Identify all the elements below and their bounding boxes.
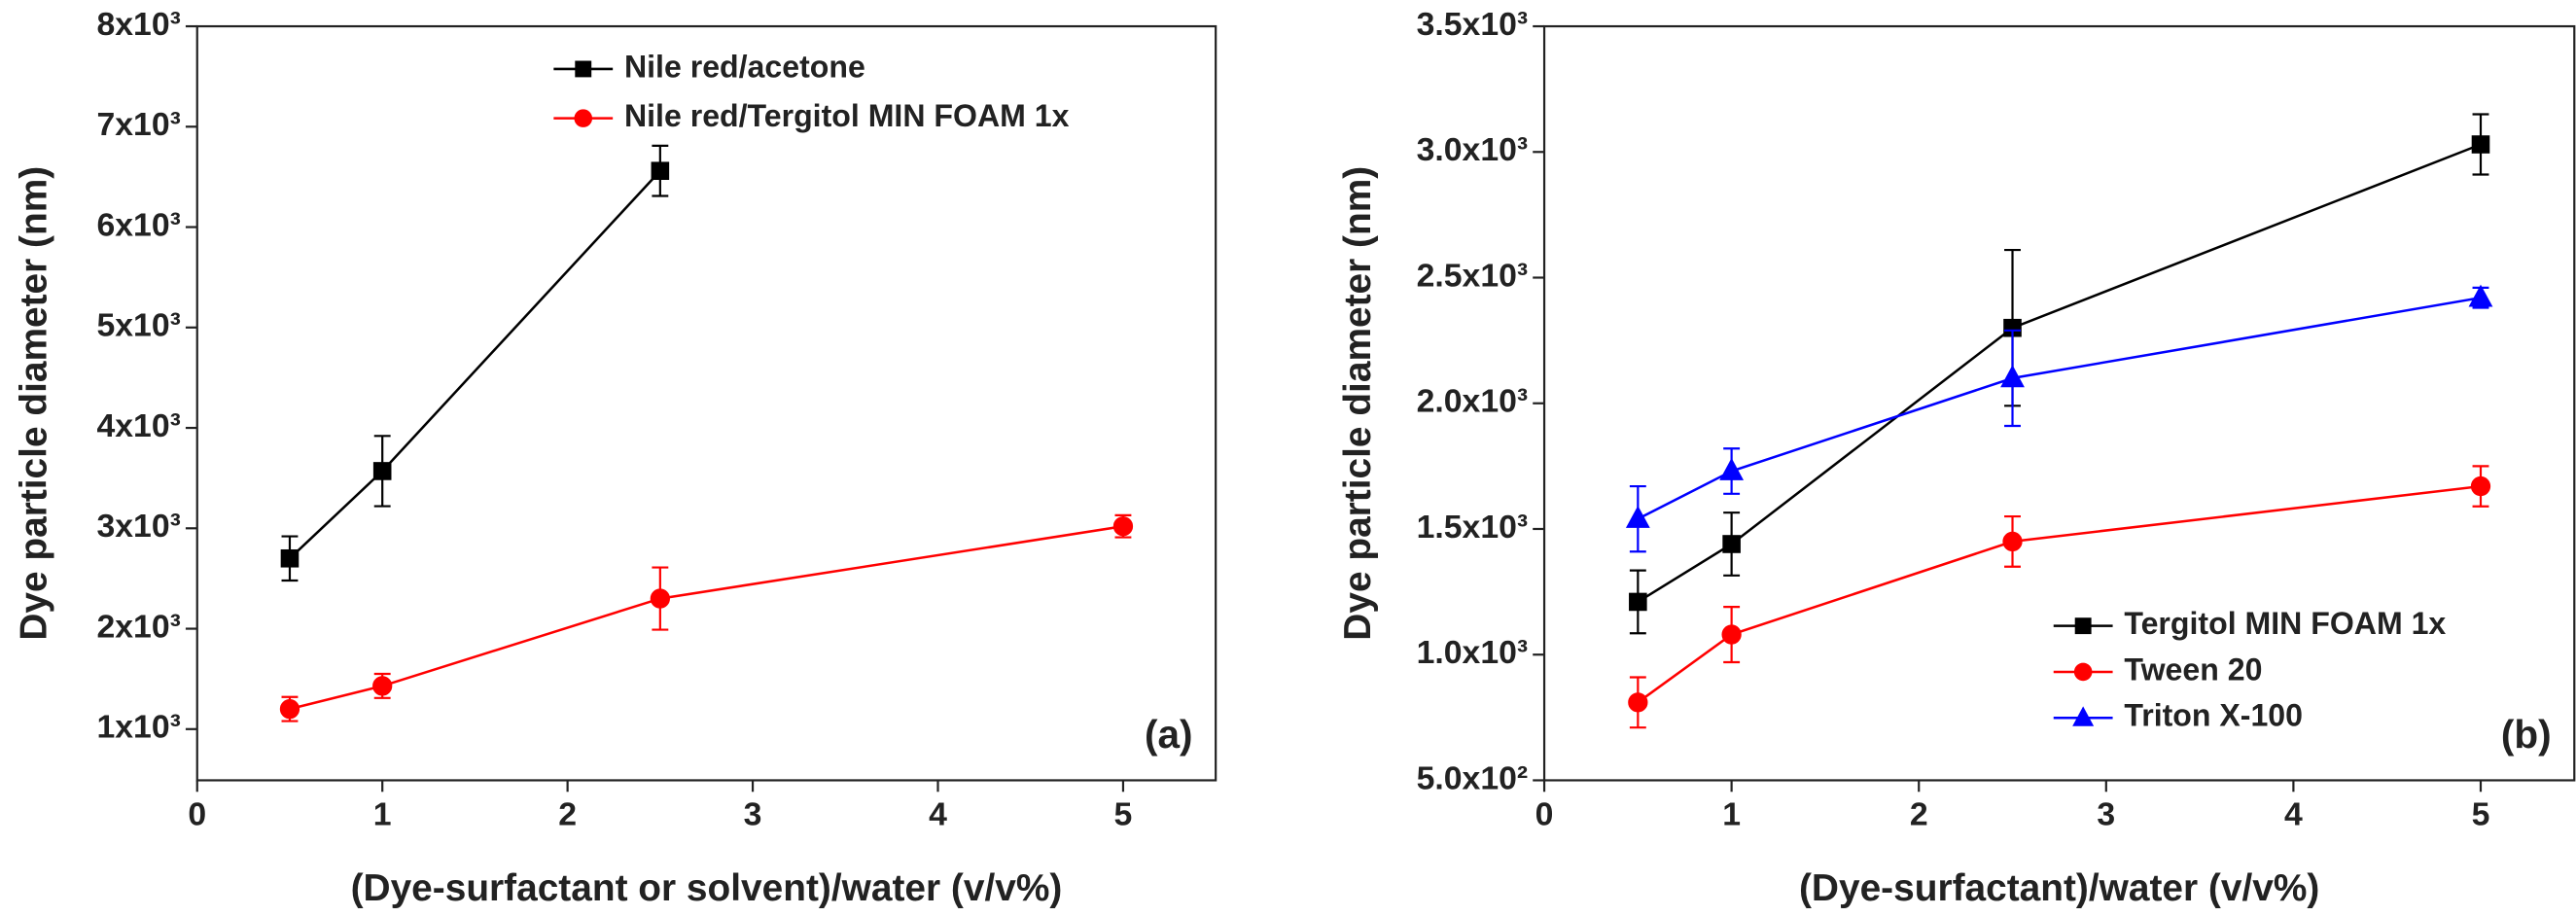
y-tick-label: 3x10³ (96, 508, 180, 545)
y-tick-label: 3.0x10³ (1417, 131, 1529, 168)
series (1629, 113, 2490, 635)
series (280, 144, 670, 582)
panel-label: (a) (1145, 712, 1193, 757)
y-tick-label: 7x10³ (96, 106, 180, 143)
x-tick-label: 5 (2472, 796, 2490, 833)
legend-marker (575, 60, 592, 78)
x-tick-label: 4 (929, 796, 947, 833)
x-tick-label: 2 (1910, 796, 1928, 833)
marker (1625, 506, 1650, 528)
series (279, 513, 1134, 722)
y-tick-label: 2.5x10³ (1417, 257, 1529, 294)
marker (650, 588, 670, 609)
marker (2470, 476, 2491, 497)
marker (1722, 535, 1741, 553)
legend-marker (2074, 617, 2092, 635)
legend-label: Tween 20 (2124, 652, 2262, 687)
plot-frame (195, 24, 1217, 782)
y-axis-label: Dye particle diameter (nm) (1337, 166, 1379, 641)
series (1625, 284, 2493, 553)
x-tick-label: 3 (2097, 796, 2115, 833)
panel-label: (b) (2501, 712, 2552, 757)
x-tick-label: 1 (1722, 796, 1741, 833)
series-line (289, 169, 661, 560)
marker (1112, 516, 1134, 537)
marker (372, 676, 393, 696)
legend-label: Triton X-100 (2124, 698, 2303, 733)
marker (372, 462, 392, 480)
y-tick-label: 1.5x10³ (1417, 509, 1529, 546)
marker (651, 161, 670, 181)
marker (2471, 135, 2490, 154)
marker (280, 548, 300, 568)
marker (2002, 531, 2023, 552)
series (1628, 465, 2491, 729)
x-tick-label: 0 (1535, 796, 1554, 833)
legend-label: Tergitol MIN FOAM 1x (2124, 606, 2446, 641)
y-axis-label: Dye particle diameter (nm) (13, 166, 54, 641)
x-tick-label: 4 (2284, 796, 2303, 833)
marker (279, 699, 300, 720)
y-tick-label: 5x10³ (96, 307, 180, 344)
series-line (1637, 143, 2482, 604)
legend-marker (2073, 662, 2093, 682)
y-tick-label: 6x10³ (96, 206, 180, 243)
legend-marker (2072, 706, 2095, 726)
x-tick-label: 1 (373, 796, 392, 833)
marker (2468, 284, 2493, 307)
x-tick-label: 5 (1114, 796, 1133, 833)
y-tick-label: 5.0x10² (1417, 759, 1529, 796)
y-tick-label: 1x10³ (96, 709, 180, 746)
marker (1629, 592, 1647, 612)
legend-marker (574, 109, 593, 127)
legend-label: Nile red/acetone (624, 49, 865, 84)
x-tick-label: 2 (558, 796, 577, 833)
series-line (289, 524, 1124, 711)
x-tick-label: 3 (744, 796, 762, 833)
x-axis-label: (Dye-surfactant)/water (v/v%) (1799, 867, 2319, 909)
legend-label: Nile red/Tergitol MIN FOAM 1x (624, 98, 1070, 133)
y-tick-label: 2.0x10³ (1417, 383, 1529, 420)
marker (2000, 365, 2025, 388)
x-axis-label: (Dye-surfactant or solvent)/water (v/v%) (351, 867, 1063, 909)
marker (1719, 457, 1745, 480)
marker (1628, 692, 1648, 713)
y-tick-label: 4x10³ (96, 407, 180, 444)
plot-frame (1542, 24, 2576, 782)
y-tick-label: 3.5x10³ (1417, 6, 1529, 43)
x-tick-label: 0 (188, 796, 206, 833)
series-line (1637, 296, 2482, 520)
y-tick-label: 2x10³ (96, 608, 180, 645)
y-tick-label: 8x10³ (96, 6, 180, 43)
marker (1721, 624, 1742, 645)
y-tick-label: 1.0x10³ (1417, 634, 1529, 671)
series-line (1637, 484, 2482, 704)
